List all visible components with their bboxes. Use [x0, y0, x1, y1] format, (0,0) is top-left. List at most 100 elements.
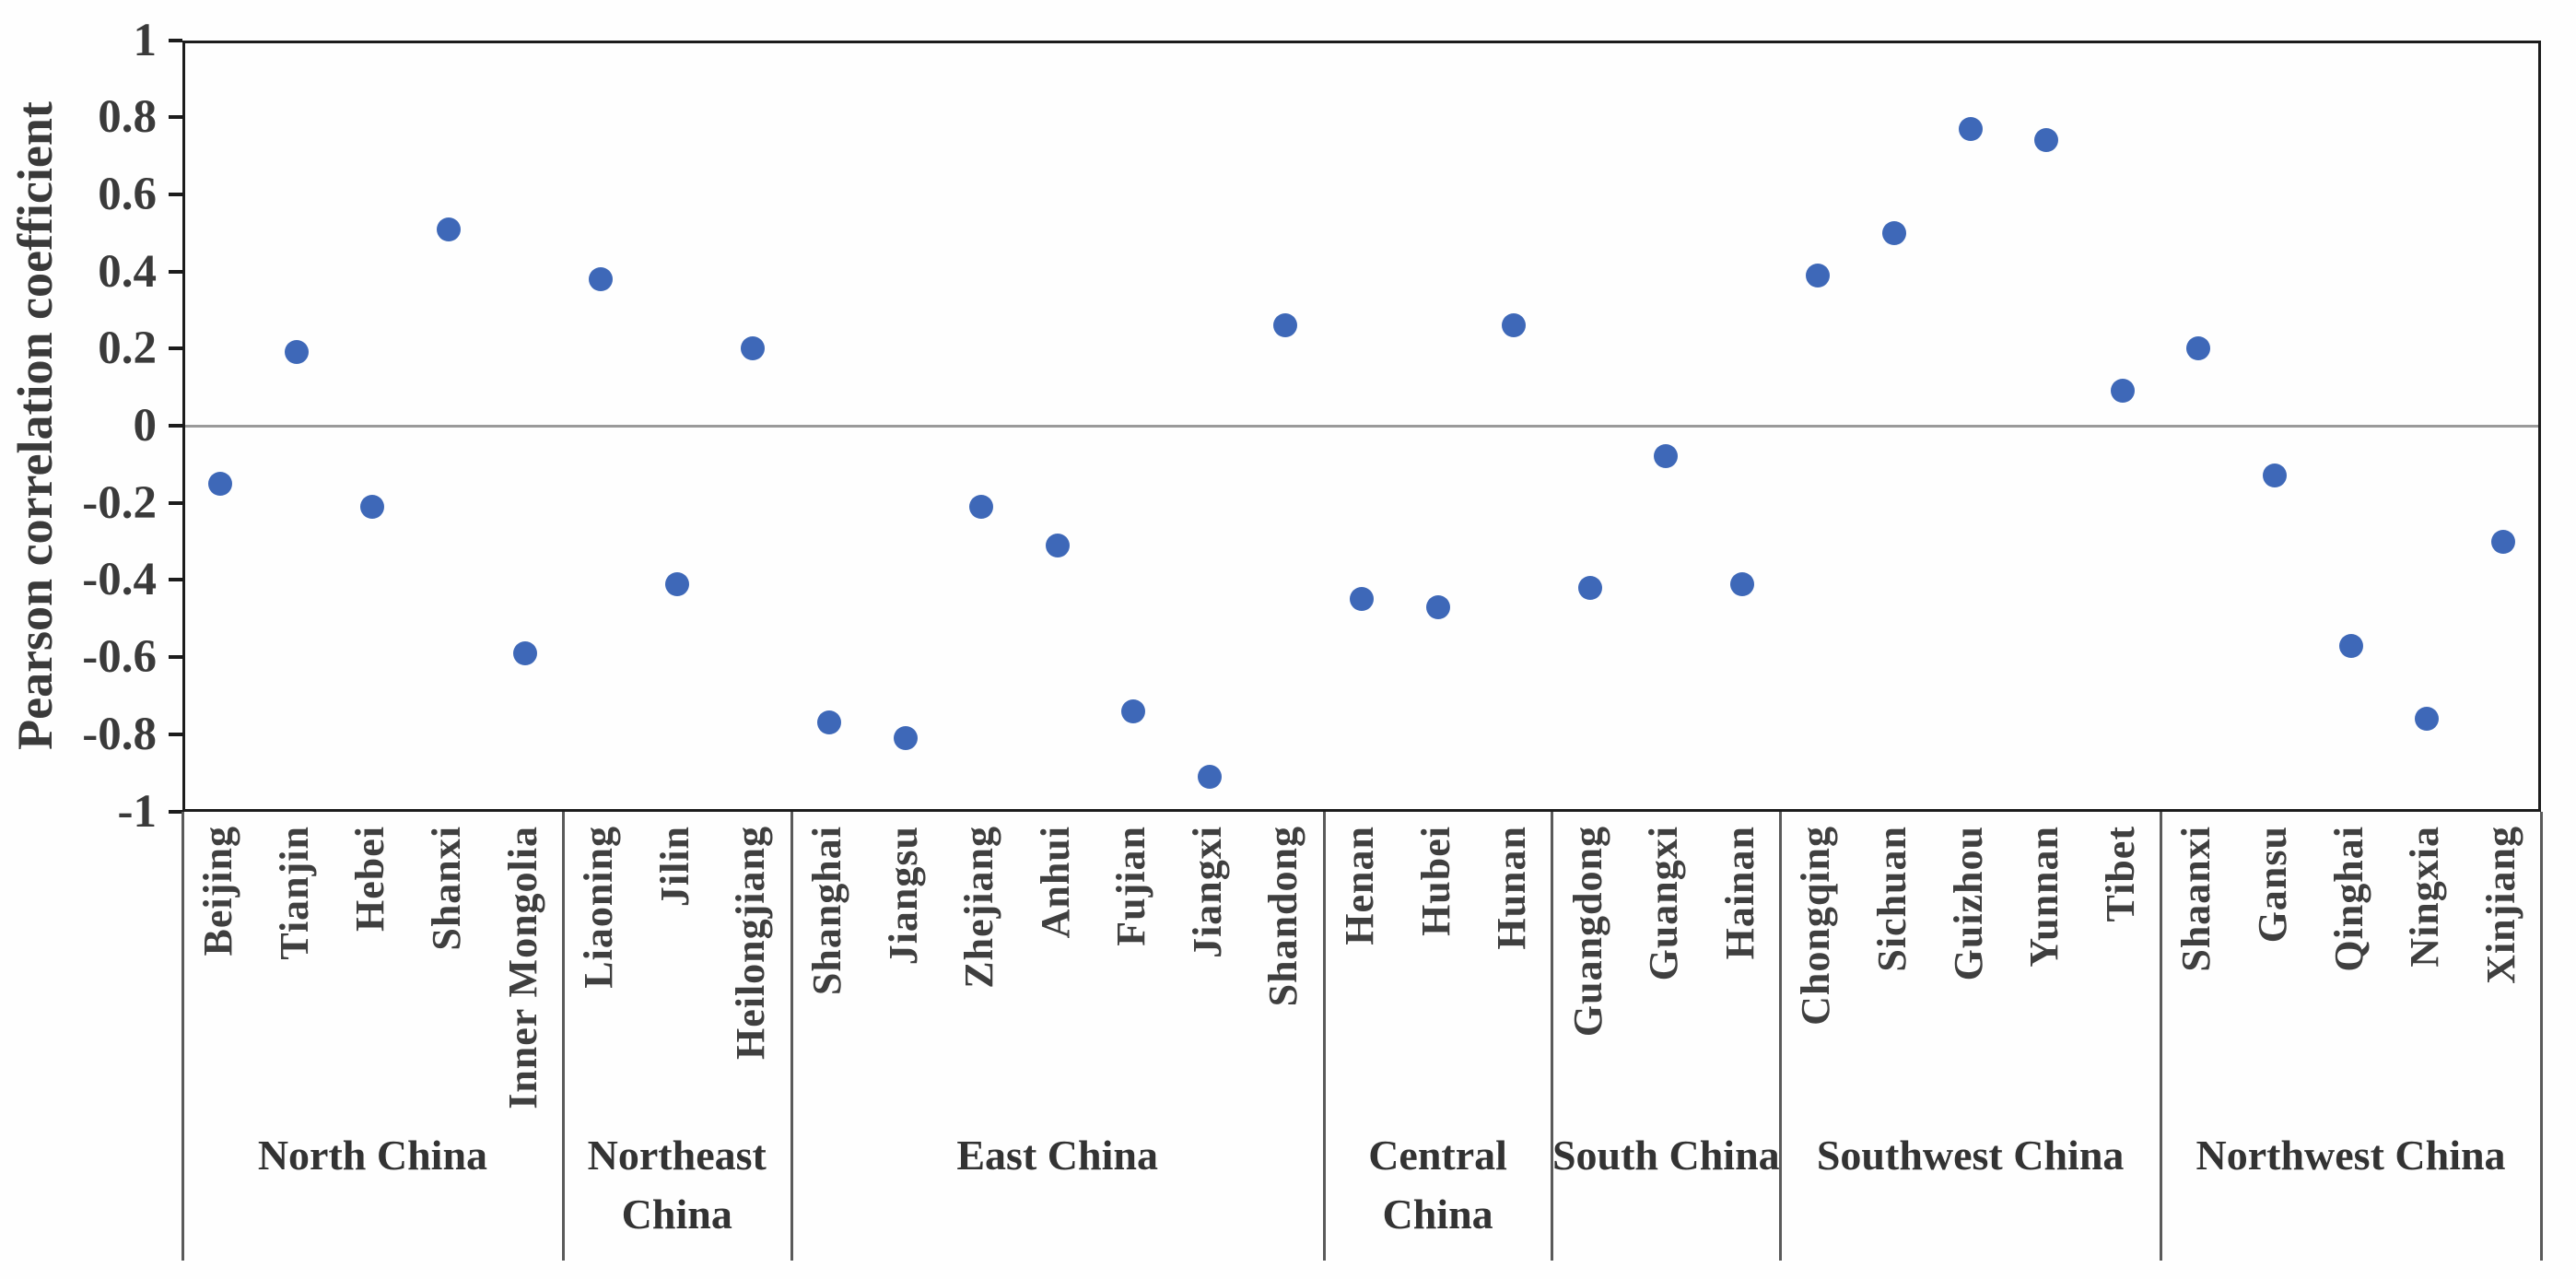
y-tick-label--0.6: -0.6: [82, 631, 157, 684]
y-tick-label--0.4: -0.4: [82, 554, 157, 606]
region-separator: [561, 812, 565, 1261]
plot-area-border: [182, 41, 2541, 812]
scatter-point-zhejiang: [969, 494, 994, 519]
scatter-point-yunnan: [2034, 128, 2059, 153]
region-label-line: East China: [956, 1132, 1158, 1179]
scatter-point-heilongjiang: [741, 336, 766, 361]
x-label-hainan: Hainan: [1716, 826, 1762, 960]
scatter-point-shaanxi: [2186, 336, 2211, 361]
y-tick-label-0.8: 0.8: [98, 91, 157, 144]
x-label-chongqing: Chongqing: [1793, 826, 1839, 1026]
scatter-point-guangdong: [1577, 575, 1602, 600]
scatter-point-hunan: [1502, 313, 1527, 338]
x-label-guangxi: Guangxi: [1641, 826, 1687, 981]
x-label-hubei: Hubei: [1412, 826, 1458, 936]
y-tick-mark: [169, 732, 182, 736]
x-label-guizhou: Guizhou: [1945, 826, 1991, 981]
region-label-line: Central: [1368, 1132, 1507, 1179]
region-label-line: South China: [1551, 1132, 1780, 1179]
region-label-line: China: [1382, 1191, 1493, 1238]
x-label-beijing: Beijing: [195, 826, 241, 956]
zero-gridline: [185, 425, 2538, 428]
scatter-point-sichuan: [1882, 220, 1907, 245]
x-label-shaanxi: Shaanxi: [2173, 826, 2219, 972]
x-label-sichuan: Sichuan: [1869, 826, 1915, 972]
scatter-point-liaoning: [589, 266, 614, 291]
region-label-southwest-china: Southwest China: [1752, 1126, 2188, 1185]
y-tick-label-0.2: 0.2: [98, 323, 157, 375]
region-label-central-china: Central China: [1296, 1126, 1580, 1244]
region-label-northwest-china: Northwest China: [2133, 1126, 2569, 1185]
y-tick-mark: [169, 269, 182, 274]
y-tick-mark: [169, 38, 182, 42]
scatter-point-jiangxi: [1197, 764, 1222, 789]
y-tick-label-1: 1: [133, 14, 158, 66]
x-label-jiangsu: Jiangsu: [880, 826, 926, 966]
scatter-point-hebei: [360, 494, 385, 519]
region-label-line: Northeast: [587, 1132, 767, 1179]
y-tick-mark: [169, 578, 182, 582]
scatter-point-anhui: [1045, 533, 1070, 557]
scatter-point-ningxia: [2415, 707, 2440, 732]
region-separator: [1551, 812, 1554, 1261]
x-label-liaoning: Liaoning: [576, 826, 622, 989]
region-separator: [2540, 812, 2543, 1261]
x-label-inner-mongolia: Inner Mongolia: [499, 826, 545, 1109]
x-label-henan: Henan: [1337, 826, 1382, 945]
region-separator: [1322, 812, 1326, 1261]
y-tick-label-0.4: 0.4: [98, 245, 157, 298]
x-label-yunnan: Yunnan: [2021, 826, 2067, 968]
region-label-east-china: East China: [764, 1126, 1352, 1185]
x-label-heilongjiang: Heilongjiang: [728, 826, 774, 1061]
scatter-point-inner-mongolia: [512, 640, 537, 665]
y-tick-mark: [169, 115, 182, 120]
scatter-point-jiangsu: [893, 725, 918, 750]
x-label-hebei: Hebei: [347, 826, 393, 932]
scatter-point-guizhou: [1958, 116, 1983, 141]
scatter-point-chongqing: [1806, 263, 1831, 287]
y-tick-mark: [169, 192, 182, 196]
y-tick-mark: [169, 500, 182, 505]
x-label-hunan: Hunan: [1489, 826, 1535, 950]
x-label-gansu: Gansu: [2249, 826, 2295, 944]
region-label-line: Southwest China: [1816, 1132, 2125, 1179]
x-label-fujian: Fujian: [1108, 826, 1154, 946]
scatter-point-tibet: [2110, 379, 2135, 404]
y-tick-label-0.6: 0.6: [98, 168, 157, 220]
y-tick-label-0: 0: [133, 400, 158, 452]
scatter-point-beijing: [208, 471, 233, 496]
scatter-point-gansu: [2262, 463, 2287, 488]
x-label-tibet: Tibet: [2097, 826, 2143, 922]
region-separator: [2160, 812, 2163, 1261]
scatter-point-qinghai: [2338, 633, 2363, 658]
y-tick-mark: [169, 809, 182, 814]
scatter-point-guangxi: [1654, 444, 1679, 469]
region-label-south-china: South China: [1524, 1126, 1808, 1185]
region-label-line: Northwest China: [2195, 1132, 2506, 1179]
y-tick-mark: [169, 346, 182, 351]
region-label-line: China: [621, 1191, 732, 1238]
x-label-shanxi: Shanxi: [424, 826, 470, 951]
region-label-northeast-china: Northeast China: [535, 1126, 819, 1244]
x-label-qinghai: Qinghai: [2325, 826, 2371, 972]
region-label-north-china: North China: [155, 1126, 591, 1185]
region-label-line: North China: [257, 1132, 488, 1179]
scatter-point-fujian: [1121, 698, 1146, 723]
x-label-guangdong: Guangdong: [1564, 826, 1610, 1038]
scatter-point-shandong: [1273, 313, 1298, 338]
x-label-ningxia: Ningxia: [2402, 826, 2448, 968]
x-label-jiangxi: Jiangxi: [1184, 826, 1230, 958]
x-label-tianjin: Tianjin: [271, 826, 317, 960]
y-tick-mark: [169, 424, 182, 428]
scatter-point-jilin: [664, 571, 689, 596]
y-tick-mark: [169, 655, 182, 660]
scatter-point-shanxi: [437, 217, 462, 241]
region-separator: [790, 812, 793, 1261]
x-label-shandong: Shandong: [1260, 826, 1306, 1007]
y-tick-label--0.2: -0.2: [82, 476, 157, 529]
x-label-shanghai: Shanghai: [803, 826, 849, 996]
scatter-point-tianjin: [284, 340, 309, 365]
scatter-point-hainan: [1729, 571, 1754, 596]
x-label-zhejiang: Zhejiang: [956, 826, 1002, 989]
